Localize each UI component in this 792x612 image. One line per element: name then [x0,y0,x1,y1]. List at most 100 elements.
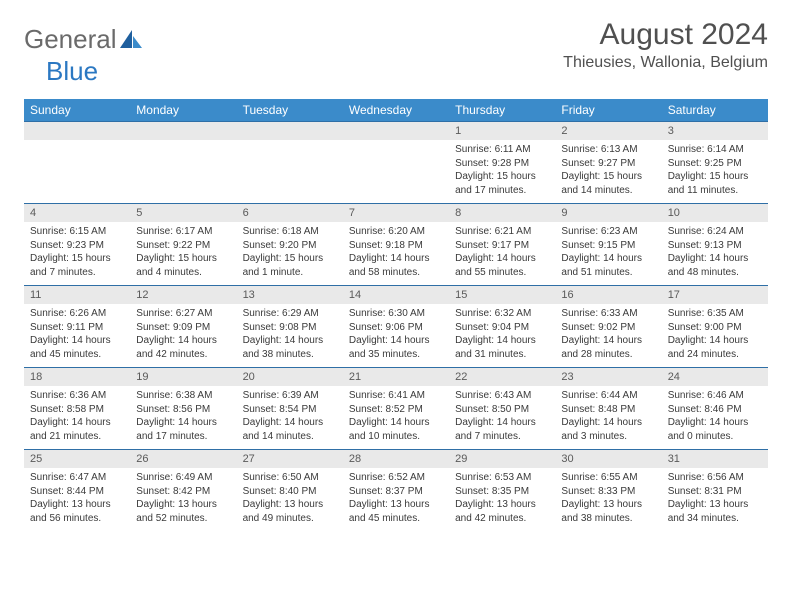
day-header: Friday [555,99,661,122]
day-info: Sunrise: 6:15 AMSunset: 9:23 PMDaylight:… [24,222,130,285]
calendar-day-cell: 25Sunrise: 6:47 AMSunset: 8:44 PMDayligh… [24,450,130,532]
sunset-text: Sunset: 9:15 PM [561,239,655,253]
day-info: Sunrise: 6:18 AMSunset: 9:20 PMDaylight:… [237,222,343,285]
sunset-text: Sunset: 9:17 PM [455,239,549,253]
sunrise-text: Sunrise: 6:14 AM [668,143,762,157]
sunset-text: Sunset: 9:13 PM [668,239,762,253]
day-info: Sunrise: 6:46 AMSunset: 8:46 PMDaylight:… [662,386,768,449]
day-info: Sunrise: 6:43 AMSunset: 8:50 PMDaylight:… [449,386,555,449]
day-number: 18 [24,368,130,386]
calendar-day-cell: 2Sunrise: 6:13 AMSunset: 9:27 PMDaylight… [555,122,661,204]
calendar-week-row: 25Sunrise: 6:47 AMSunset: 8:44 PMDayligh… [24,450,768,532]
daylight-text: Daylight: 15 hours and 14 minutes. [561,170,655,197]
day-info: Sunrise: 6:29 AMSunset: 9:08 PMDaylight:… [237,304,343,367]
sunrise-text: Sunrise: 6:35 AM [668,307,762,321]
day-number [237,122,343,140]
logo-text-general: General [24,24,117,55]
daylight-text: Daylight: 14 hours and 42 minutes. [136,334,230,361]
day-number: 12 [130,286,236,304]
daylight-text: Daylight: 13 hours and 34 minutes. [668,498,762,525]
daylight-text: Daylight: 14 hours and 0 minutes. [668,416,762,443]
day-header: Saturday [662,99,768,122]
sunset-text: Sunset: 8:40 PM [243,485,337,499]
calendar-day-cell: 1Sunrise: 6:11 AMSunset: 9:28 PMDaylight… [449,122,555,204]
sunset-text: Sunset: 9:28 PM [455,157,549,171]
sunrise-text: Sunrise: 6:38 AM [136,389,230,403]
day-info: Sunrise: 6:49 AMSunset: 8:42 PMDaylight:… [130,468,236,531]
day-number: 25 [24,450,130,468]
calendar-day-cell: 5Sunrise: 6:17 AMSunset: 9:22 PMDaylight… [130,204,236,286]
sunset-text: Sunset: 8:54 PM [243,403,337,417]
daylight-text: Daylight: 14 hours and 38 minutes. [243,334,337,361]
sunset-text: Sunset: 9:20 PM [243,239,337,253]
day-info: Sunrise: 6:38 AMSunset: 8:56 PMDaylight:… [130,386,236,449]
day-number: 11 [24,286,130,304]
calendar-day-cell [24,122,130,204]
day-info: Sunrise: 6:23 AMSunset: 9:15 PMDaylight:… [555,222,661,285]
calendar-day-cell: 30Sunrise: 6:55 AMSunset: 8:33 PMDayligh… [555,450,661,532]
day-header: Thursday [449,99,555,122]
daylight-text: Daylight: 14 hours and 21 minutes. [30,416,124,443]
sunrise-text: Sunrise: 6:29 AM [243,307,337,321]
day-number [130,122,236,140]
month-title: August 2024 [563,18,768,52]
day-info [237,140,343,188]
sunset-text: Sunset: 9:00 PM [668,321,762,335]
day-number: 5 [130,204,236,222]
daylight-text: Daylight: 14 hours and 3 minutes. [561,416,655,443]
day-info: Sunrise: 6:36 AMSunset: 8:58 PMDaylight:… [24,386,130,449]
day-info: Sunrise: 6:14 AMSunset: 9:25 PMDaylight:… [662,140,768,203]
sunrise-text: Sunrise: 6:33 AM [561,307,655,321]
sunrise-text: Sunrise: 6:47 AM [30,471,124,485]
day-number: 24 [662,368,768,386]
day-number: 4 [24,204,130,222]
sunrise-text: Sunrise: 6:27 AM [136,307,230,321]
calendar-day-cell: 13Sunrise: 6:29 AMSunset: 9:08 PMDayligh… [237,286,343,368]
sunrise-text: Sunrise: 6:11 AM [455,143,549,157]
sunrise-text: Sunrise: 6:56 AM [668,471,762,485]
sunrise-text: Sunrise: 6:49 AM [136,471,230,485]
sunrise-text: Sunrise: 6:55 AM [561,471,655,485]
day-info: Sunrise: 6:47 AMSunset: 8:44 PMDaylight:… [24,468,130,531]
day-info: Sunrise: 6:50 AMSunset: 8:40 PMDaylight:… [237,468,343,531]
calendar-day-cell: 28Sunrise: 6:52 AMSunset: 8:37 PMDayligh… [343,450,449,532]
logo-sail-icon [120,30,142,48]
day-info: Sunrise: 6:52 AMSunset: 8:37 PMDaylight:… [343,468,449,531]
day-info [343,140,449,188]
sunrise-text: Sunrise: 6:46 AM [668,389,762,403]
day-number: 8 [449,204,555,222]
day-number [24,122,130,140]
daylight-text: Daylight: 14 hours and 35 minutes. [349,334,443,361]
day-info: Sunrise: 6:27 AMSunset: 9:09 PMDaylight:… [130,304,236,367]
day-number: 15 [449,286,555,304]
daylight-text: Daylight: 14 hours and 51 minutes. [561,252,655,279]
daylight-text: Daylight: 14 hours and 55 minutes. [455,252,549,279]
calendar-day-cell: 3Sunrise: 6:14 AMSunset: 9:25 PMDaylight… [662,122,768,204]
calendar-day-cell: 19Sunrise: 6:38 AMSunset: 8:56 PMDayligh… [130,368,236,450]
calendar-day-cell: 21Sunrise: 6:41 AMSunset: 8:52 PMDayligh… [343,368,449,450]
day-info: Sunrise: 6:39 AMSunset: 8:54 PMDaylight:… [237,386,343,449]
calendar-day-cell: 22Sunrise: 6:43 AMSunset: 8:50 PMDayligh… [449,368,555,450]
calendar-day-cell: 24Sunrise: 6:46 AMSunset: 8:46 PMDayligh… [662,368,768,450]
day-number: 22 [449,368,555,386]
day-header: Sunday [24,99,130,122]
sunrise-text: Sunrise: 6:52 AM [349,471,443,485]
day-info: Sunrise: 6:26 AMSunset: 9:11 PMDaylight:… [24,304,130,367]
sunrise-text: Sunrise: 6:44 AM [561,389,655,403]
calendar-day-cell: 26Sunrise: 6:49 AMSunset: 8:42 PMDayligh… [130,450,236,532]
day-number: 7 [343,204,449,222]
calendar-day-cell: 27Sunrise: 6:50 AMSunset: 8:40 PMDayligh… [237,450,343,532]
sunrise-text: Sunrise: 6:18 AM [243,225,337,239]
calendar-day-cell: 14Sunrise: 6:30 AMSunset: 9:06 PMDayligh… [343,286,449,368]
daylight-text: Daylight: 13 hours and 52 minutes. [136,498,230,525]
daylight-text: Daylight: 14 hours and 45 minutes. [30,334,124,361]
calendar-day-cell: 6Sunrise: 6:18 AMSunset: 9:20 PMDaylight… [237,204,343,286]
day-number: 10 [662,204,768,222]
calendar-day-cell: 10Sunrise: 6:24 AMSunset: 9:13 PMDayligh… [662,204,768,286]
sunset-text: Sunset: 8:52 PM [349,403,443,417]
calendar-week-row: 4Sunrise: 6:15 AMSunset: 9:23 PMDaylight… [24,204,768,286]
sunset-text: Sunset: 9:08 PM [243,321,337,335]
day-info [24,140,130,188]
calendar-day-cell: 17Sunrise: 6:35 AMSunset: 9:00 PMDayligh… [662,286,768,368]
day-number: 3 [662,122,768,140]
